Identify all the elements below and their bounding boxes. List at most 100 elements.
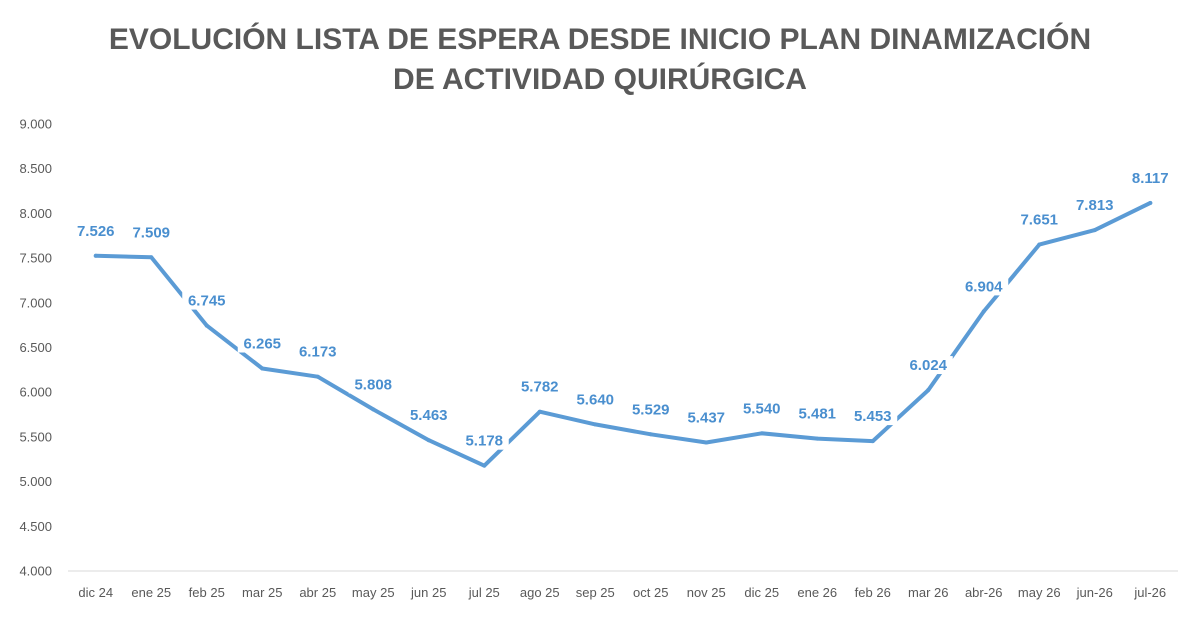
y-tick-label: 5.000 (19, 474, 52, 489)
data-label-background (71, 221, 121, 240)
x-axis: dic 24 ene 25 feb 25 mar 25 abr 25 may 25 jun … (68, 570, 1178, 600)
data-point (149, 255, 154, 260)
x-tick-label: sep 25 (576, 585, 615, 600)
data-label: 5.529 (632, 401, 670, 418)
x-tick-label: abr 25 (299, 585, 336, 600)
data-label: 5.481 (798, 406, 836, 423)
y-tick-label: 5.500 (19, 429, 52, 444)
x-tick-label: abr-26 (965, 585, 1003, 600)
data-label-background (570, 390, 620, 409)
data-label-background (404, 406, 454, 425)
data-label-background (1125, 168, 1175, 187)
data-label: 6.265 (243, 336, 281, 353)
x-tick-label: ago 25 (520, 585, 560, 600)
x-tick-label: may 26 (1018, 585, 1061, 600)
y-tick-label: 6.500 (19, 340, 52, 355)
data-label: 5.437 (687, 410, 725, 427)
y-tick-label: 4.500 (19, 519, 52, 534)
data-point (1148, 200, 1153, 205)
chart-title: EVOLUCIÓN LISTA DE ESPERA DESDE INICIO P… (109, 22, 1091, 96)
data-labels: 7.526 7.509 6.745 6.265 6.173 5.808 5.463 5.178… (71, 168, 1175, 450)
data-label: 7.651 (1020, 212, 1058, 229)
x-tick-label: dic 25 (744, 585, 779, 600)
data-label: 8.117 (1132, 170, 1169, 187)
y-axis: 4.000 4.500 5.000 5.500 6.000 6.500 7.000 7.500… (19, 117, 52, 579)
data-point (1092, 228, 1097, 233)
data-label: 5.463 (410, 407, 448, 424)
data-label-background (959, 277, 1009, 296)
data-label-background (848, 407, 898, 426)
data-point (870, 439, 875, 444)
y-tick-label: 8.500 (19, 161, 52, 176)
data-point (981, 309, 986, 314)
data-point (759, 431, 764, 436)
y-tick-label: 9.000 (19, 117, 52, 132)
y-tick-label: 8.000 (19, 206, 52, 221)
data-point (371, 407, 376, 412)
data-point (426, 438, 431, 443)
x-tick-label: ene 25 (131, 585, 171, 600)
data-label: 5.540 (743, 400, 781, 417)
data-point (315, 374, 320, 379)
x-tick-label: jun-26 (1076, 585, 1113, 600)
x-tick-label: nov 25 (687, 585, 726, 600)
data-label: 5.782 (521, 379, 559, 396)
y-tick-label: 6.000 (19, 385, 52, 400)
data-point (482, 463, 487, 468)
chart-title-line-2: DE ACTIVIDAD QUIRÚRGICA (393, 62, 807, 96)
data-label: 5.640 (576, 391, 614, 408)
y-tick-label: 4.000 (19, 564, 52, 579)
data-point (593, 422, 598, 427)
data-label-background (237, 334, 287, 353)
x-tick-label: jul-26 (1133, 585, 1166, 600)
x-tick-label: may 25 (352, 585, 395, 600)
data-label: 6.745 (188, 293, 226, 310)
data-label: 6.024 (909, 357, 947, 374)
x-tick-label: oct 25 (633, 585, 668, 600)
data-label: 6.173 (299, 344, 337, 361)
y-tick-label: 7.500 (19, 251, 52, 266)
data-point (93, 253, 98, 258)
series (93, 200, 1153, 468)
data-point (204, 323, 209, 328)
series-line (93, 200, 1153, 468)
data-point (537, 409, 542, 414)
chart-title-line-1: EVOLUCIÓN LISTA DE ESPERA DESDE INICIO P… (109, 22, 1091, 56)
data-label-background (792, 404, 842, 423)
data-label: 5.178 (465, 433, 503, 450)
x-tick-label: jul 25 (468, 585, 500, 600)
data-label-background (1070, 196, 1120, 215)
data-label-background (681, 408, 731, 427)
data-label-background (626, 400, 676, 419)
data-label: 7.813 (1076, 197, 1114, 214)
data-label-background (1014, 210, 1064, 229)
data-point (648, 432, 653, 437)
data-label: 5.453 (854, 408, 892, 425)
data-point (926, 388, 931, 393)
data-label-background (348, 375, 398, 394)
x-tick-label: jun 25 (410, 585, 446, 600)
x-tick-label: ene 26 (797, 585, 837, 600)
x-tick-label: mar 25 (242, 585, 282, 600)
data-point (815, 436, 820, 441)
data-label-background (903, 356, 953, 375)
data-label-background (737, 399, 787, 418)
data-label-background (459, 431, 509, 450)
data-point (1037, 242, 1042, 247)
x-tick-label: dic 24 (78, 585, 113, 600)
data-label-background (293, 342, 343, 361)
data-point (260, 366, 265, 371)
x-tick-label: feb 26 (855, 585, 891, 600)
data-point (704, 440, 709, 445)
data-label-background (515, 377, 565, 396)
x-tick-label: mar 26 (908, 585, 948, 600)
data-label: 7.509 (132, 224, 170, 241)
data-label: 5.808 (354, 376, 392, 393)
data-label-background (182, 291, 232, 310)
data-label-background (126, 223, 176, 242)
data-label: 6.904 (965, 278, 1003, 295)
x-tick-label: feb 25 (189, 585, 225, 600)
data-label: 7.526 (77, 223, 115, 240)
y-tick-label: 7.000 (19, 295, 52, 310)
